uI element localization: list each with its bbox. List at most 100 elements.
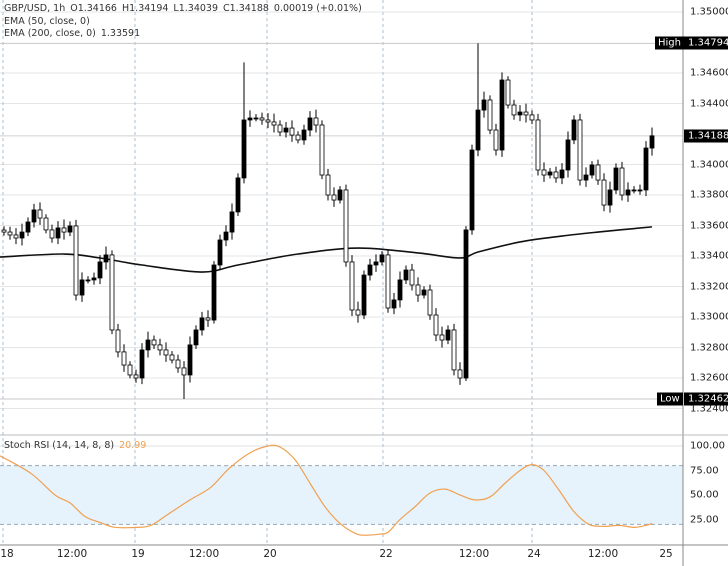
candle-up: [469, 149, 475, 231]
time-axis-label: 12:00: [56, 548, 88, 560]
ema200-value: 1.33591: [100, 28, 141, 39]
candle-down: [259, 117, 265, 121]
candle-up: [403, 269, 409, 281]
price-tick-label: 1.32800: [690, 342, 728, 353]
candle-up: [421, 289, 427, 296]
candle-up: [463, 229, 469, 379]
stoch-tick-label: 50.00: [690, 489, 719, 501]
candle-up: [373, 261, 379, 266]
candle-up: [229, 211, 235, 233]
ema200-legend[interactable]: EMA (200, close, 0) 1.33591: [4, 28, 145, 40]
candle-down: [37, 209, 43, 219]
candle-down: [541, 169, 547, 176]
candle-down: [127, 364, 133, 376]
candle-down: [415, 284, 421, 296]
candle-down: [265, 119, 271, 123]
candle-down: [205, 317, 211, 321]
candle-down: [295, 134, 301, 141]
ema200-label: EMA (200, close, 0): [4, 28, 96, 39]
time-axis-label: 25: [659, 548, 673, 560]
candle-down: [157, 344, 163, 351]
time-axis-label: 12:00: [188, 548, 220, 560]
candle-up: [583, 174, 589, 181]
stoch-tick-label: 100.00: [690, 440, 725, 452]
stoch-rsi-path: [0, 444, 653, 536]
candle-down: [331, 194, 337, 201]
candle-down: [577, 119, 583, 181]
candle-down: [109, 254, 115, 331]
time-axis-label: 19: [131, 548, 145, 560]
candle-down: [133, 374, 139, 379]
candle-down: [439, 334, 445, 341]
candle-up: [589, 164, 595, 176]
candle-up: [361, 274, 367, 316]
ema50-legend[interactable]: EMA (50, close, 0): [4, 16, 95, 28]
candle-up: [199, 317, 205, 331]
candle-down: [523, 111, 529, 116]
candle-down: [385, 254, 391, 309]
candle-down: [343, 189, 349, 263]
candle-up: [565, 139, 571, 171]
candle-down: [49, 229, 55, 239]
candle-down: [181, 367, 187, 376]
high-tag-value: 1.34794: [684, 36, 728, 50]
symbol-legend: GBP/USD, 1h O1.34166 H1.34194 L1.34039 C1.34…: [4, 3, 367, 15]
candle-down: [553, 171, 559, 179]
candle-up: [235, 177, 241, 213]
candle-down: [7, 231, 13, 236]
candle-down: [529, 114, 535, 121]
candle-down: [595, 164, 601, 181]
stoch-band: [0, 465, 683, 525]
candle-down: [505, 79, 511, 106]
legend-low: L1.34039: [173, 3, 218, 14]
legend-change: 0.00019 (+0.01%): [273, 3, 362, 14]
candle-up: [283, 127, 289, 133]
stoch-tick-label: 75.00: [690, 465, 719, 476]
last-price-tag: 1.34188: [684, 129, 728, 143]
legend-close: C1.34188: [223, 3, 269, 14]
candle-up: [67, 225, 73, 233]
candle-up: [475, 109, 481, 151]
stoch-label: Stoch RSI (14, 14, 8, 8): [4, 440, 115, 451]
candle-up: [445, 329, 451, 341]
candle-up: [145, 339, 151, 351]
candle-up: [607, 189, 613, 206]
high-tag-label: High: [655, 36, 684, 50]
candle-down: [121, 351, 127, 366]
candle-up: [547, 171, 553, 176]
time-axis-label: 22: [379, 548, 393, 560]
candle-down: [457, 369, 463, 379]
candle-up: [97, 261, 103, 279]
price-tick-label: 1.34600: [690, 67, 728, 79]
candle-down: [73, 225, 79, 296]
candle-up: [613, 167, 619, 191]
candle-up: [19, 231, 25, 239]
price-tick-label: 1.32600: [690, 372, 728, 384]
candle-up: [79, 279, 85, 296]
stoch-legend[interactable]: Stoch RSI (14, 14, 8, 8) 20.99: [4, 440, 151, 452]
candle-up: [31, 209, 37, 223]
candle-up: [559, 169, 565, 179]
candle-up: [211, 264, 217, 321]
candle-down: [277, 124, 283, 133]
candles: [1, 43, 655, 400]
candle-up: [223, 231, 229, 241]
candle-up: [625, 189, 631, 196]
candle-down: [163, 349, 169, 356]
candle-down: [313, 117, 319, 126]
price-tick-label: 1.33600: [690, 220, 728, 231]
candle-up: [397, 279, 403, 301]
candle-up: [367, 264, 373, 276]
low-tag-value: 1.32462: [684, 392, 728, 406]
candle-up: [187, 344, 193, 376]
candle-down: [511, 104, 517, 116]
candle-up: [391, 299, 397, 309]
time-axis-label: 18: [0, 548, 14, 560]
ema50-label: EMA (50, close, 0): [4, 16, 90, 27]
stoch-rsi-line: [0, 444, 653, 536]
candle-up: [499, 79, 505, 151]
candle-down: [487, 99, 493, 131]
candle-up: [631, 189, 637, 192]
